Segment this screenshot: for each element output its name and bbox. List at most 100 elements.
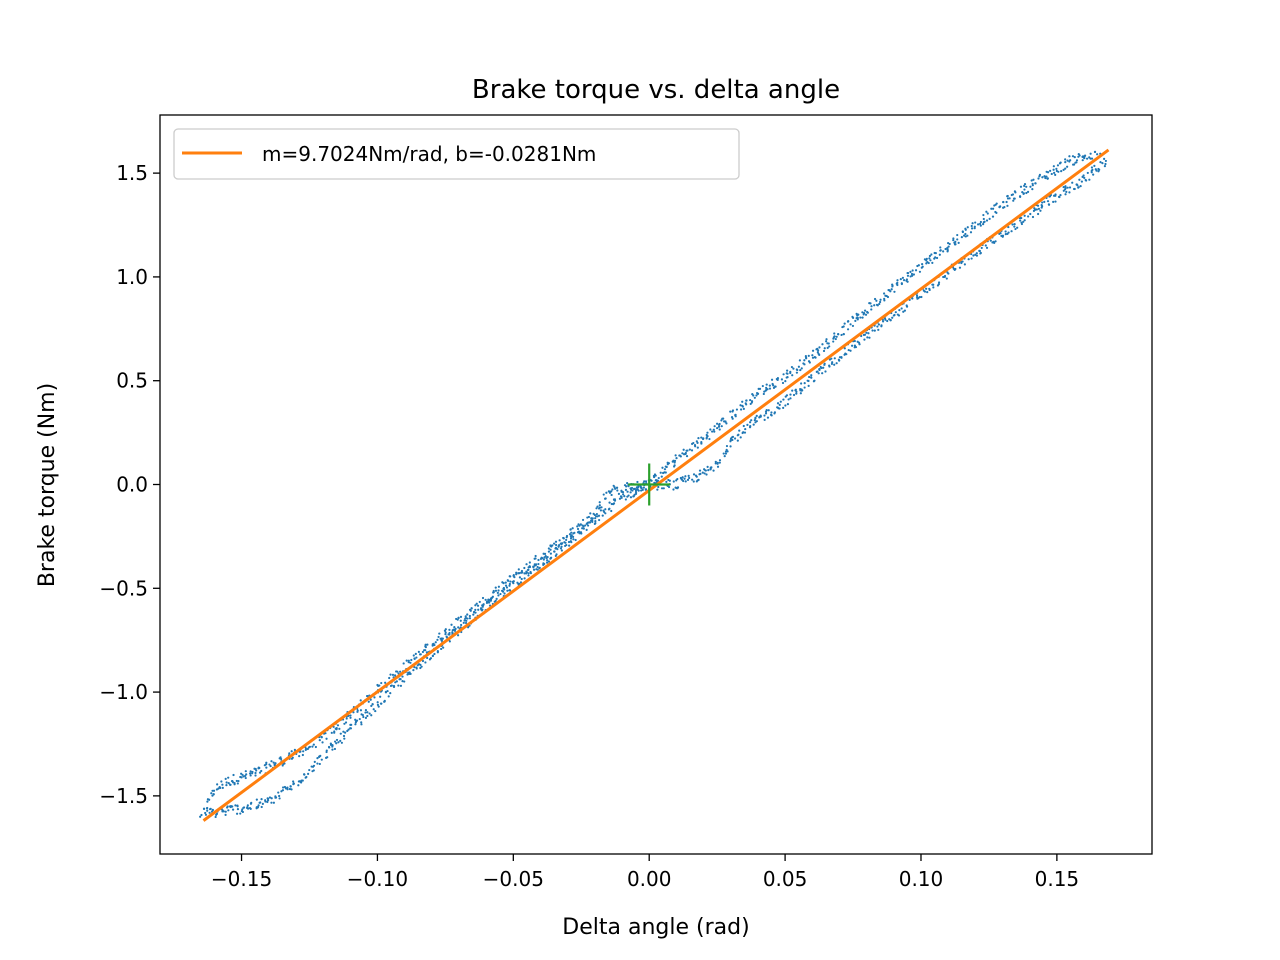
- scatter-point: [985, 246, 989, 249]
- scatter-point: [270, 801, 273, 804]
- scatter-point: [231, 808, 235, 811]
- scatter-point: [926, 291, 929, 294]
- scatter-point: [227, 809, 230, 812]
- scatter-point: [457, 616, 460, 619]
- scatter-point: [1050, 172, 1053, 176]
- scatter-point: [537, 562, 540, 566]
- scatter-point: [298, 755, 301, 758]
- scatter-point: [450, 623, 453, 626]
- scatter-point: [982, 213, 985, 217]
- scatter-point: [488, 601, 491, 604]
- scatter-point: [424, 649, 427, 652]
- scatter-point: [397, 684, 400, 687]
- scatter-point: [270, 797, 273, 800]
- scatter-point: [617, 492, 621, 495]
- scatter-point: [533, 557, 536, 560]
- scatter-point: [779, 400, 782, 403]
- scatter-point: [598, 518, 601, 522]
- scatter-point: [1103, 164, 1107, 168]
- scatter-point: [220, 780, 223, 783]
- scatter-point: [558, 539, 561, 542]
- scatter-point: [525, 572, 528, 575]
- scatter-point: [786, 372, 789, 375]
- scatter-point: [778, 403, 781, 406]
- scatter-point: [312, 764, 316, 767]
- scatter-point: [725, 422, 728, 425]
- scatter-point: [716, 426, 719, 430]
- scatter-point: [818, 346, 821, 349]
- scatter-point: [870, 308, 873, 311]
- scatter-point: [927, 261, 930, 265]
- scatter-point: [426, 656, 429, 660]
- scatter-point: [518, 576, 522, 579]
- scatter-point: [587, 515, 591, 519]
- scatter-point: [550, 556, 553, 559]
- scatter-point: [274, 762, 277, 765]
- scatter-point: [714, 462, 717, 465]
- scatter-point: [833, 335, 836, 338]
- scatter-point: [662, 471, 665, 475]
- scatter-point: [478, 600, 481, 604]
- scatter-point: [499, 592, 502, 596]
- scatter-point: [811, 349, 815, 352]
- scatter-point: [1019, 185, 1023, 188]
- scatter-point: [706, 431, 709, 434]
- scatter-point: [786, 369, 789, 372]
- scatter-point: [854, 345, 858, 349]
- scatter-point: [1090, 157, 1094, 160]
- scatter-point: [234, 804, 237, 807]
- scatter-point: [495, 597, 498, 601]
- scatter-point: [704, 469, 707, 472]
- scatter-point: [800, 367, 803, 370]
- scatter-point: [785, 394, 789, 397]
- scatter-point: [1020, 216, 1023, 220]
- scatter-point: [545, 561, 549, 564]
- scatter-point: [992, 240, 995, 243]
- scatter-point: [597, 507, 601, 510]
- scatter-point: [520, 569, 524, 573]
- scatter-point: [692, 473, 696, 476]
- scatter-point: [694, 445, 697, 448]
- scatter-point: [960, 236, 963, 239]
- scatter-point: [221, 810, 224, 813]
- scatter-point: [354, 718, 357, 721]
- scatter-point: [780, 378, 784, 381]
- scatter-point: [856, 316, 859, 320]
- scatter-point: [210, 792, 213, 795]
- scatter-point: [706, 465, 709, 469]
- scatter-point: [842, 325, 845, 328]
- scatter-point: [635, 486, 638, 489]
- scatter-point: [826, 346, 829, 349]
- scatter-point: [325, 749, 328, 752]
- scatter-point: [1026, 190, 1030, 193]
- scatter-point: [610, 509, 613, 513]
- scatter-point: [835, 335, 838, 338]
- scatter-point: [962, 234, 966, 237]
- scatter-point: [512, 580, 515, 583]
- scatter-point: [372, 708, 375, 711]
- scatter-point: [412, 669, 415, 672]
- scatter-point: [700, 442, 703, 445]
- scatter-point: [864, 313, 868, 316]
- scatter-point: [316, 757, 319, 760]
- scatter-point: [402, 662, 405, 665]
- scatter-point: [622, 493, 625, 496]
- scatter-point: [1013, 225, 1016, 228]
- scatter-point: [508, 589, 511, 592]
- scatter-point: [301, 779, 304, 782]
- scatter-point: [481, 608, 484, 611]
- scatter-point: [1072, 163, 1075, 166]
- scatter-point: [709, 428, 712, 431]
- scatter-point: [574, 538, 577, 542]
- scatter-point: [283, 762, 286, 765]
- scatter-point: [964, 232, 967, 236]
- scatter-point: [204, 811, 207, 815]
- scatter-point: [532, 566, 535, 569]
- y-tick-label: 0.5: [116, 369, 148, 393]
- scatter-point: [299, 750, 302, 753]
- scatter-point: [939, 249, 942, 252]
- scatter-point: [634, 489, 638, 492]
- scatter-point: [1023, 184, 1026, 187]
- scatter-point: [560, 542, 563, 546]
- scatter-point: [260, 805, 263, 809]
